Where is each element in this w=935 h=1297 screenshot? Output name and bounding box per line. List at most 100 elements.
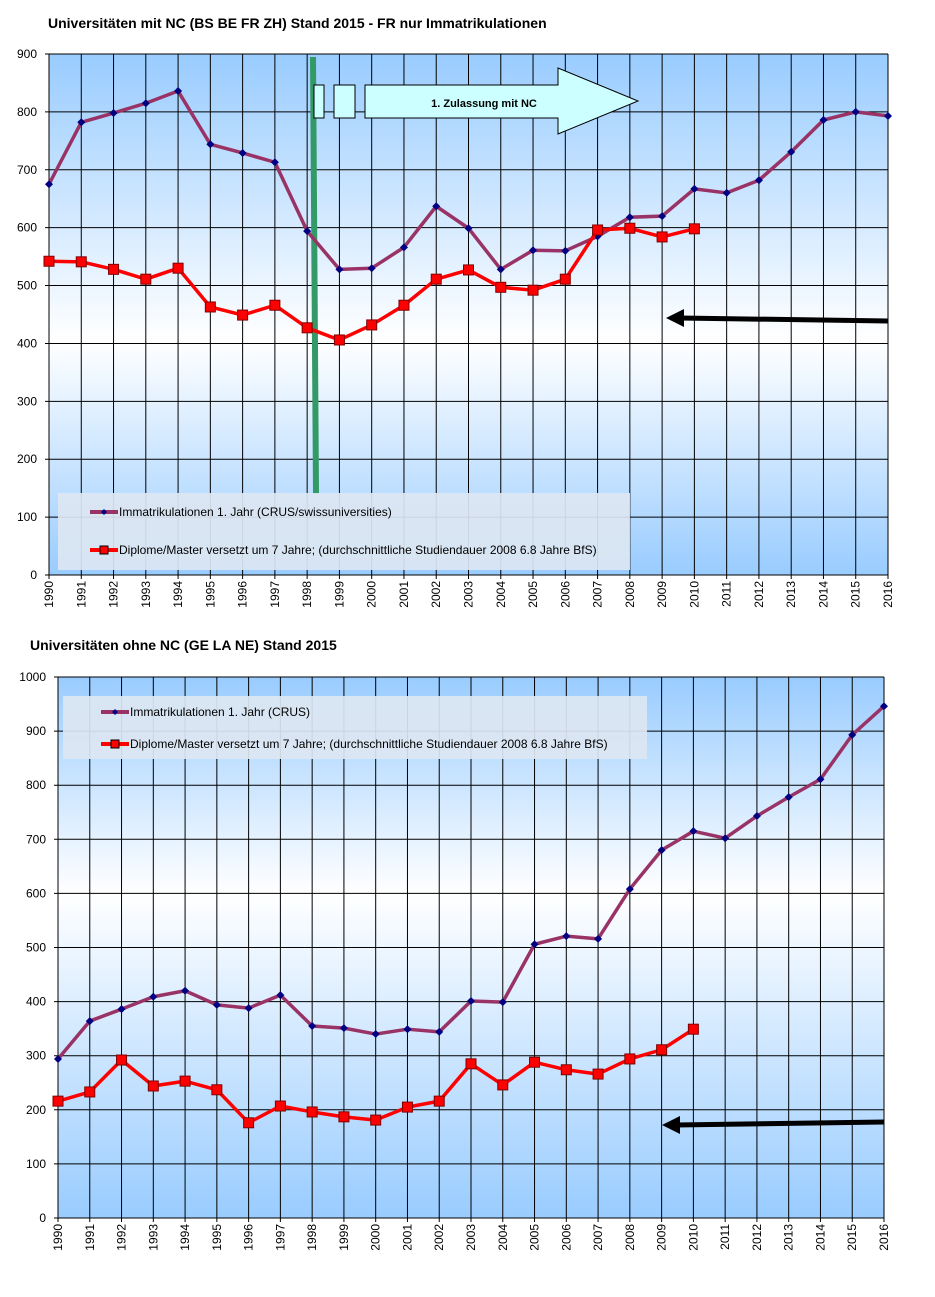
data-point bbox=[403, 1025, 412, 1034]
data-point bbox=[497, 1079, 509, 1091]
legend-swatch-marker bbox=[112, 709, 118, 715]
x-tick-label: 2005 bbox=[528, 1224, 542, 1251]
data-point bbox=[149, 992, 158, 1001]
data-point bbox=[181, 986, 190, 995]
data-point bbox=[401, 1101, 413, 1113]
data-point bbox=[656, 231, 668, 243]
data-point bbox=[77, 118, 86, 127]
x-tick-label: 1996 bbox=[236, 581, 250, 608]
x-tick-label: 1993 bbox=[139, 581, 153, 608]
data-point bbox=[367, 264, 376, 273]
data-point bbox=[819, 115, 828, 124]
x-tick-label: 2015 bbox=[849, 581, 863, 608]
data-point bbox=[689, 827, 698, 836]
x-tick-label: 2014 bbox=[813, 1224, 827, 1251]
x-tick-label: 2000 bbox=[369, 1224, 383, 1251]
x-tick-label: 2010 bbox=[687, 581, 701, 608]
data-point bbox=[816, 775, 825, 784]
y-tick-label: 800 bbox=[17, 105, 37, 119]
x-tick-label: 1991 bbox=[83, 1224, 97, 1251]
data-point bbox=[530, 940, 539, 949]
data-point bbox=[435, 1027, 444, 1036]
data-point bbox=[75, 256, 87, 268]
y-tick-label: 300 bbox=[17, 394, 37, 408]
x-tick-label: 2002 bbox=[432, 1224, 446, 1251]
x-tick-label: 1992 bbox=[107, 581, 121, 608]
data-point bbox=[243, 1117, 255, 1129]
y-tick-label: 0 bbox=[30, 568, 37, 582]
black-arrow-head bbox=[662, 1116, 680, 1134]
data-point bbox=[657, 846, 666, 855]
x-tick-label: 2014 bbox=[816, 581, 830, 608]
x-tick-label: 2007 bbox=[591, 1224, 605, 1251]
chart-2: 1990 1991 1992 1993 1994 1995 1996 1997 1998 1999… bbox=[19, 670, 891, 1251]
data-point bbox=[592, 224, 604, 236]
x-tick-label: 1998 bbox=[300, 581, 314, 608]
y-tick-label: 900 bbox=[26, 724, 46, 738]
arrow-block-medium bbox=[333, 84, 356, 119]
data-point bbox=[624, 1053, 636, 1065]
data-point bbox=[884, 111, 892, 120]
y-tick-label: 200 bbox=[26, 1103, 46, 1117]
data-point bbox=[880, 702, 888, 711]
y-tick-label: 400 bbox=[17, 336, 37, 350]
data-point bbox=[54, 1054, 62, 1063]
data-point bbox=[752, 812, 761, 821]
legend-label: Immatrikulationen 1. Jahr (CRUS) bbox=[130, 705, 310, 719]
data-point bbox=[52, 1095, 64, 1107]
data-point bbox=[108, 263, 120, 275]
x-tick-label: 2001 bbox=[400, 1224, 414, 1251]
x-tick-label: 2015 bbox=[845, 1224, 859, 1251]
x-tick-label: 1994 bbox=[178, 1224, 192, 1251]
x-tick-label: 1990 bbox=[42, 581, 56, 608]
data-point bbox=[467, 997, 475, 1006]
data-point bbox=[688, 223, 700, 235]
x-tick-label: 2012 bbox=[752, 581, 766, 608]
legend-label: Immatrikulationen 1. Jahr (CRUS/swissuni… bbox=[119, 505, 392, 519]
x-tick-label: 1996 bbox=[242, 1224, 256, 1251]
data-point bbox=[754, 176, 763, 185]
x-tick-label: 2004 bbox=[496, 1224, 510, 1251]
data-point bbox=[592, 1068, 604, 1080]
x-tick-label: 2000 bbox=[365, 581, 379, 608]
data-point bbox=[244, 1004, 253, 1013]
y-tick-label: 600 bbox=[26, 886, 46, 900]
data-point bbox=[463, 264, 474, 276]
x-tick-label: 2011 bbox=[720, 581, 734, 607]
x-tick-label: 2003 bbox=[464, 1224, 478, 1251]
data-point bbox=[370, 1114, 382, 1126]
black-arrow-shaft bbox=[679, 315, 889, 324]
legend-label: Diplome/Master versetzt um 7 Jahre; (dur… bbox=[119, 543, 597, 557]
data-point bbox=[338, 1111, 350, 1123]
y-tick-label: 200 bbox=[17, 452, 37, 466]
data-point bbox=[274, 1100, 286, 1112]
x-tick-label: 1995 bbox=[210, 1224, 224, 1251]
data-point bbox=[371, 1030, 380, 1039]
y-tick-label: 800 bbox=[26, 778, 46, 792]
x-tick-label: 1997 bbox=[268, 581, 282, 608]
black-arrow-head bbox=[666, 309, 684, 327]
x-tick-label: 2003 bbox=[462, 581, 476, 608]
data-point bbox=[85, 1017, 94, 1026]
data-point bbox=[464, 224, 473, 233]
data-point bbox=[527, 284, 539, 296]
x-tick-label: 2012 bbox=[750, 1224, 764, 1251]
x-tick-label: 2001 bbox=[397, 581, 411, 608]
data-point bbox=[658, 212, 667, 221]
x-tick-label: 1998 bbox=[305, 1224, 319, 1251]
x-tick-label: 2013 bbox=[784, 581, 798, 608]
data-point bbox=[339, 1024, 348, 1033]
data-point bbox=[84, 1086, 96, 1098]
y-tick-label: 100 bbox=[26, 1157, 46, 1171]
data-point bbox=[333, 334, 345, 346]
x-tick-label: 2009 bbox=[655, 1224, 669, 1251]
data-point bbox=[399, 243, 408, 252]
y-tick-label: 300 bbox=[26, 1049, 46, 1063]
data-point bbox=[212, 1000, 221, 1009]
data-point bbox=[625, 885, 634, 894]
data-point bbox=[784, 793, 793, 802]
y-tick-label: 0 bbox=[39, 1211, 46, 1225]
x-tick-label: 1999 bbox=[337, 1224, 351, 1251]
x-tick-label: 1999 bbox=[332, 581, 346, 608]
legend-swatch-marker bbox=[110, 739, 120, 749]
